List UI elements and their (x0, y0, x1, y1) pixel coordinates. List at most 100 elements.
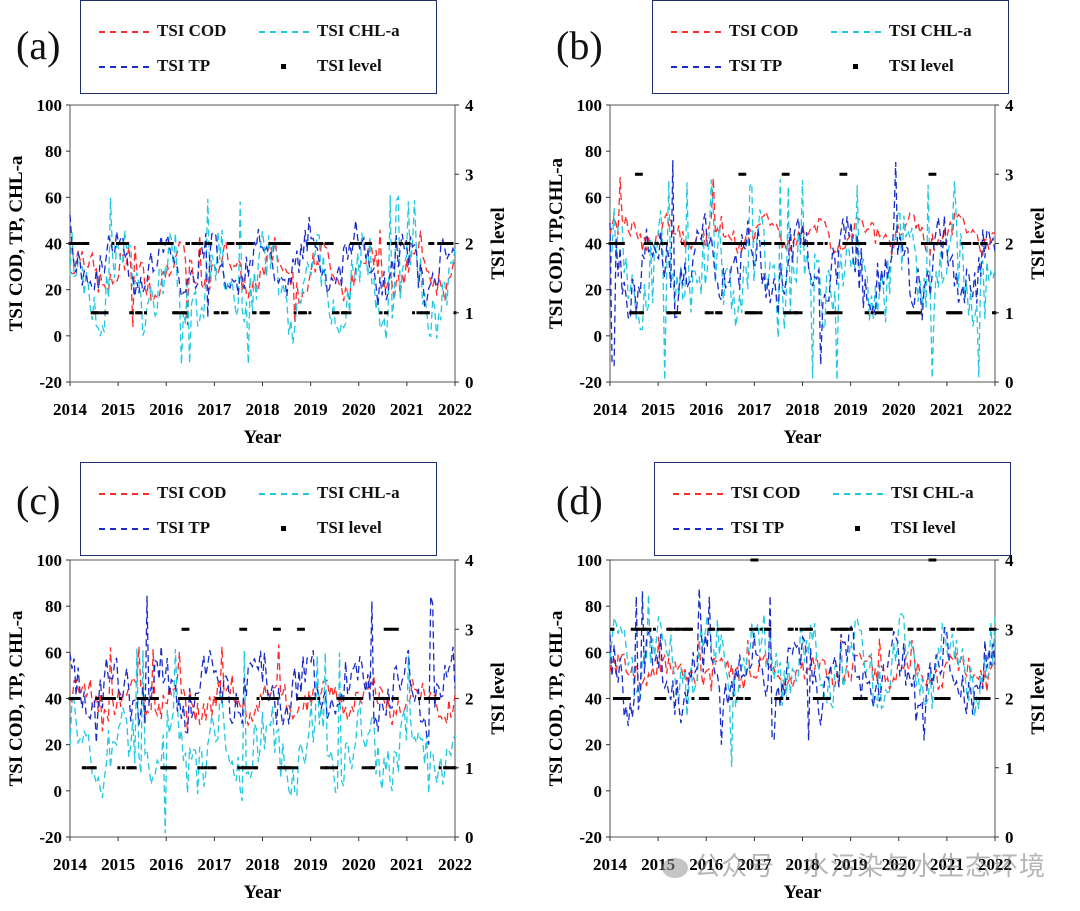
level-marker (947, 697, 951, 700)
level-marker (716, 627, 720, 631)
level-marker (71, 697, 75, 700)
level-marker (980, 697, 984, 700)
y-tick-label: 80 (585, 597, 602, 616)
level-marker (431, 242, 435, 245)
level-marker (827, 697, 831, 700)
level-marker (326, 242, 330, 245)
legend: TSI COD TSI CHL-a TSI TP TSI level (654, 462, 1011, 556)
level-marker (952, 627, 956, 631)
level-marker (312, 697, 316, 700)
level-marker (121, 766, 125, 770)
level-marker (755, 627, 759, 631)
x-axis-title: Year (784, 882, 823, 903)
level-marker (917, 627, 921, 631)
panel-letter: (b) (556, 23, 603, 68)
watermark: 公众号 · 水污染与水生态环境 (662, 846, 1046, 883)
level-marker (255, 766, 259, 770)
chart-panel: -20 0 20 40 60 80 100 0 1 2 3 4 2014 2015 2016 2017 2018… (0, 455, 540, 910)
x-tick-label: 2019 (834, 400, 868, 419)
level-marker (74, 242, 78, 245)
level-marker (886, 242, 890, 245)
level-marker (249, 766, 253, 770)
x-tick-label: 2020 (882, 400, 916, 419)
series-line-chl (609, 179, 996, 381)
level-peak-marker (639, 172, 643, 176)
level-marker (320, 242, 324, 245)
level-marker (968, 242, 972, 245)
level-marker (237, 766, 241, 770)
level-marker (974, 697, 978, 700)
level-marker (931, 242, 935, 245)
level-marker (133, 766, 137, 770)
level-marker (289, 766, 293, 770)
legend-level-marker (855, 526, 860, 531)
y-tick-label: 80 (585, 142, 602, 161)
level-marker (426, 311, 430, 315)
y-axis-title: TSI COD, TP,CHL-a (546, 157, 567, 329)
level-marker (184, 311, 187, 315)
level-marker (355, 242, 359, 245)
level-marker (971, 627, 975, 631)
x-tick-label: 2021 (930, 855, 964, 874)
x-tick-label: 2015 (101, 855, 135, 874)
panel-letter: (a) (16, 23, 61, 68)
level-marker (795, 627, 799, 631)
level-peak-marker (637, 172, 641, 176)
level-marker (660, 242, 664, 245)
x-tick-label: 2018 (786, 400, 820, 419)
y-tick-label: 60 (45, 188, 62, 207)
series-line-tp (609, 160, 996, 367)
level-marker (870, 311, 874, 315)
y2-tick-label: 3 (1005, 165, 1014, 184)
y-tick-label: 100 (577, 551, 603, 570)
level-marker (438, 766, 442, 770)
level-marker (235, 697, 239, 700)
y-tick-label: 60 (45, 643, 62, 662)
level-marker (197, 766, 201, 770)
level-marker (917, 311, 921, 315)
y-axis-title: TSI COD, TP, CHL-a (6, 155, 27, 331)
level-marker (222, 311, 226, 315)
y-tick-label: 20 (45, 736, 62, 755)
level-marker (139, 311, 143, 315)
level-marker (830, 627, 834, 631)
level-peak-marker (750, 558, 754, 562)
legend-chl-swatch (833, 493, 883, 495)
level-marker (624, 697, 628, 700)
level-marker (863, 242, 867, 245)
level-marker (645, 627, 649, 631)
level-marker (987, 697, 991, 700)
level-marker (126, 242, 130, 245)
level-marker (906, 697, 910, 700)
level-marker (102, 697, 106, 700)
level-marker (768, 627, 772, 631)
level-marker (308, 311, 312, 315)
level-marker (929, 627, 933, 631)
legend-tp-label: TSI TP (731, 518, 785, 537)
level-peak-marker (930, 172, 934, 176)
level-marker (415, 766, 418, 770)
level-marker (326, 766, 330, 770)
level-marker (801, 627, 804, 631)
legend-chl-swatch (259, 31, 309, 33)
series-line-tp (69, 214, 456, 318)
level-marker (615, 697, 619, 700)
level-marker (789, 311, 793, 315)
level-marker (706, 697, 710, 700)
level-peak-marker (241, 627, 245, 631)
level-marker (612, 242, 616, 245)
y-axis-title: TSI COD, TP, CHL-a (6, 610, 27, 786)
chart-panel: -20 0 20 40 60 80 100 0 1 2 3 4 2014 2015 2016 2017 2018… (540, 455, 1080, 910)
x-tick-label: 2016 (149, 855, 183, 874)
level-marker (796, 311, 800, 315)
level-marker (145, 697, 149, 700)
level-marker (265, 697, 269, 700)
level-marker (400, 242, 404, 245)
level-marker (275, 697, 279, 700)
level-marker (935, 242, 939, 245)
legend-chl-swatch (259, 493, 309, 495)
y-tick-label: 80 (45, 142, 62, 161)
level-marker (394, 242, 398, 245)
level-marker (707, 311, 711, 315)
